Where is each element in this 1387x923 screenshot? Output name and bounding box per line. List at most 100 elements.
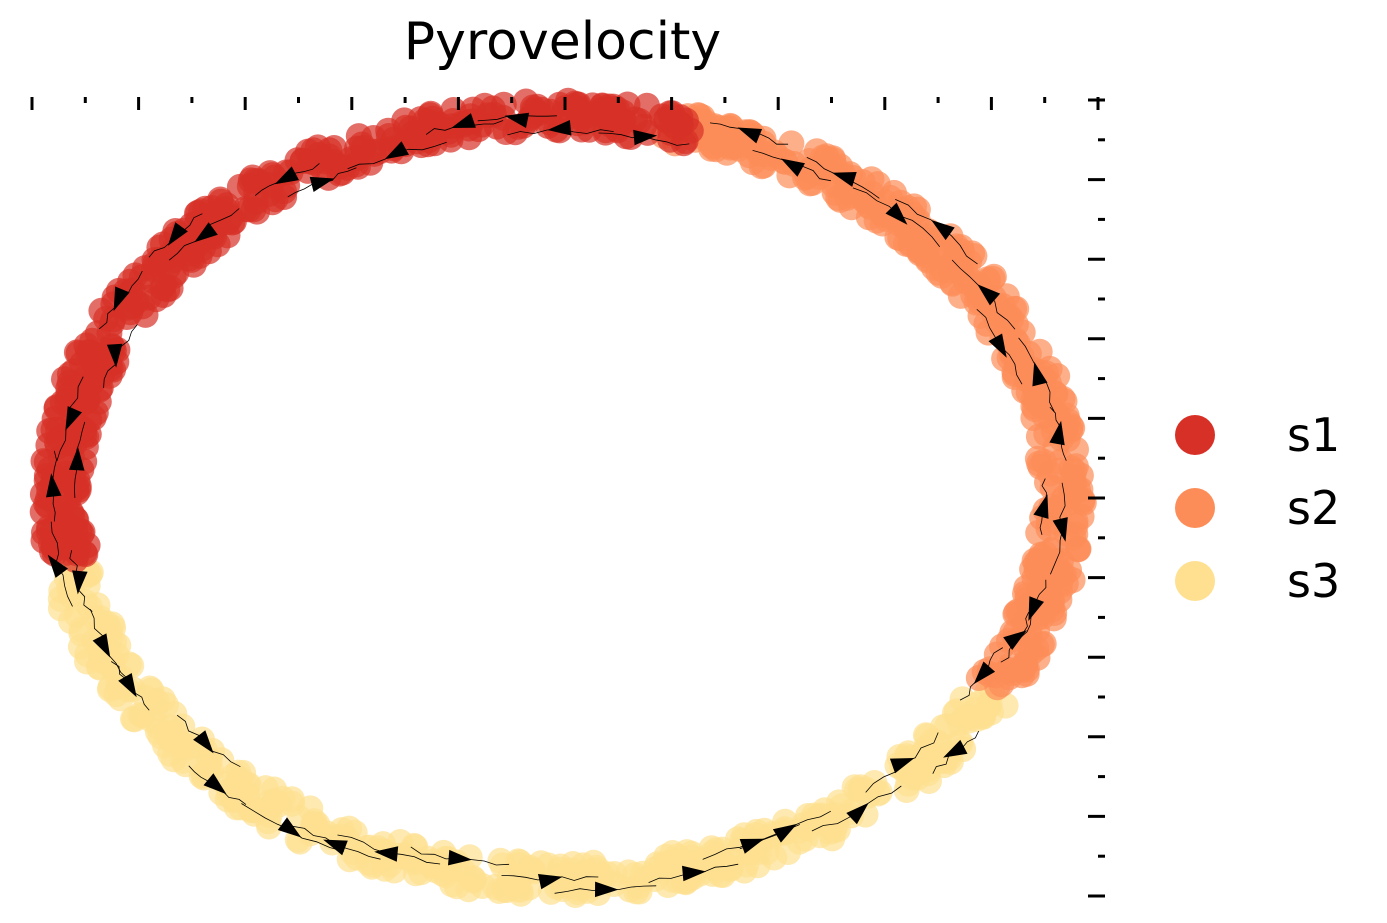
velocity-arrow (274, 166, 299, 185)
point-s2 (1024, 445, 1051, 472)
point-s2 (887, 225, 914, 252)
point-s1 (33, 449, 60, 475)
velocity-arrow (72, 570, 88, 595)
velocity-arrow (69, 446, 85, 471)
velocity-arrow (46, 473, 62, 498)
velocity-arrow (973, 661, 996, 685)
velocity-arrow (739, 838, 765, 854)
point-s3 (256, 813, 282, 840)
point-s1 (63, 506, 90, 533)
velocity-arrow (889, 758, 915, 774)
velocity-arrow (1003, 630, 1027, 650)
velocity-arrow (277, 817, 302, 838)
velocity-arrow (977, 284, 1001, 306)
point-s3 (947, 710, 973, 737)
point-s1 (63, 475, 90, 502)
velocity-arrow (846, 802, 869, 825)
velocity-arrow (384, 141, 409, 160)
scatter-points (29, 87, 1097, 908)
velocity-arrow (682, 865, 707, 882)
point-s2 (1046, 457, 1073, 484)
point-s2 (821, 179, 848, 206)
velocity-arrow (538, 874, 563, 890)
point-s3 (629, 860, 656, 887)
velocity-arrow (943, 739, 968, 758)
velocity-arrow (113, 286, 130, 312)
legend-label-s3: s3 (1287, 553, 1341, 608)
velocity-arrow (118, 673, 137, 698)
point-s3 (99, 611, 126, 638)
point-s1 (416, 127, 442, 154)
point-s2 (698, 135, 725, 162)
point-s3 (85, 653, 112, 680)
point-s3 (261, 787, 288, 814)
legend: s1 s2 s3 (1175, 398, 1340, 617)
legend-marker-s3 (1175, 560, 1215, 601)
legend-marker-s2 (1175, 487, 1215, 528)
point-s1 (438, 113, 465, 140)
point-s1 (289, 147, 316, 174)
velocity-arrow (1032, 361, 1048, 387)
point-s3 (807, 808, 834, 835)
point-s1 (198, 195, 225, 221)
point-s1 (479, 95, 506, 122)
velocity-arrow (451, 113, 476, 128)
point-s1 (262, 186, 289, 213)
legend-item-s2[interactable]: s2 (1175, 471, 1340, 544)
point-s1 (41, 405, 68, 432)
point-s1 (123, 288, 150, 315)
point-s1 (219, 209, 246, 236)
velocity-arrow (106, 343, 123, 368)
point-s3 (414, 845, 441, 872)
velocity-arrow (885, 202, 908, 225)
point-s3 (913, 735, 940, 762)
velocity-arrow (47, 554, 68, 578)
point-s2 (1069, 488, 1095, 515)
point-s1 (327, 153, 353, 180)
point-s2 (1026, 338, 1053, 365)
velocity-arrows (46, 112, 1068, 898)
velocity-arrow (832, 172, 857, 187)
point-s1 (143, 286, 170, 313)
velocity-arrow (323, 839, 348, 856)
point-s3 (76, 593, 103, 620)
velocity-arrow (448, 849, 472, 866)
chart-title: Pyrovelocity (403, 12, 722, 72)
point-s1 (163, 239, 190, 266)
velocity-arrow (194, 222, 218, 243)
point-s1 (49, 529, 76, 556)
legend-item-s1[interactable]: s1 (1175, 398, 1340, 471)
legend-label-s1: s1 (1287, 407, 1341, 462)
point-s2 (995, 656, 1022, 683)
point-s3 (964, 691, 991, 718)
point-s2 (935, 234, 962, 261)
point-s2 (838, 194, 865, 221)
point-s1 (656, 100, 683, 127)
point-s1 (366, 138, 393, 165)
legend-item-s3[interactable]: s3 (1175, 544, 1340, 617)
velocity-arrow (1028, 596, 1044, 621)
velocity-arrow (65, 406, 82, 431)
point-s1 (257, 160, 284, 187)
point-s2 (799, 169, 826, 196)
velocity-arrow (595, 881, 619, 898)
point-s3 (751, 817, 778, 844)
point-s2 (914, 247, 941, 274)
point-s3 (68, 616, 95, 643)
point-s2 (947, 282, 974, 309)
legend-label-s2: s2 (1287, 480, 1341, 535)
point-s3 (761, 844, 788, 871)
point-s2 (1053, 402, 1080, 429)
point-s2 (813, 143, 840, 170)
point-s1 (579, 92, 606, 119)
point-s2 (980, 263, 1007, 290)
point-s3 (564, 875, 591, 902)
point-s1 (513, 88, 539, 115)
velocity-arrow (931, 220, 955, 241)
velocity-arrow (193, 730, 214, 754)
velocity-arrow (1052, 517, 1068, 542)
velocity-arrow (167, 222, 188, 246)
velocity-arrow (1033, 494, 1049, 519)
velocity-arrow (780, 158, 805, 177)
velocity-arrow (309, 176, 335, 192)
